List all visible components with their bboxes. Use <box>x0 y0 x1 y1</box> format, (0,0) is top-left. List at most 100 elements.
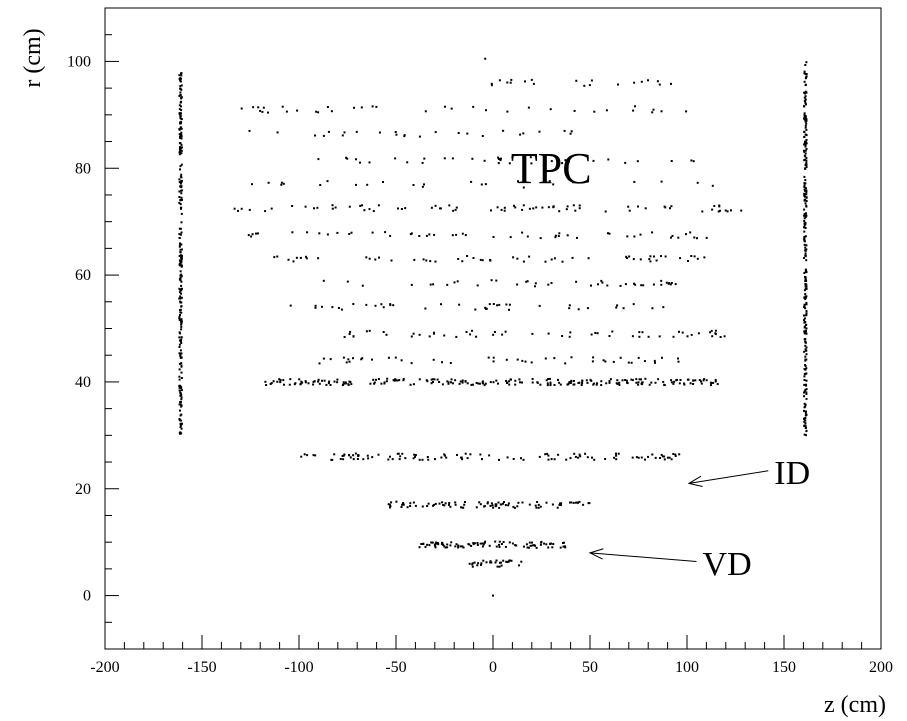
data-point <box>606 284 609 287</box>
data-point <box>633 81 636 84</box>
data-point <box>805 388 808 391</box>
data-point <box>804 182 807 185</box>
data-point <box>805 73 808 76</box>
data-point <box>179 227 182 230</box>
data-point <box>581 379 584 382</box>
data-point <box>692 379 695 382</box>
data-point <box>488 544 491 547</box>
data-point <box>803 319 805 322</box>
data-point <box>467 543 470 546</box>
data-point <box>568 335 571 338</box>
data-point <box>179 276 182 279</box>
data-point <box>582 503 585 506</box>
data-point <box>615 458 618 461</box>
data-point <box>382 306 385 309</box>
data-point <box>632 303 635 306</box>
data-point <box>556 506 559 509</box>
data-point <box>573 452 576 455</box>
data-point <box>507 504 510 507</box>
data-point <box>711 335 714 338</box>
data-point <box>577 501 579 504</box>
data-point <box>299 256 302 259</box>
data-point <box>180 322 183 325</box>
data-point <box>672 453 675 455</box>
data-point <box>580 384 583 386</box>
data-point <box>674 283 677 286</box>
data-point <box>647 79 649 82</box>
data-point <box>803 104 806 107</box>
data-point <box>804 152 807 155</box>
data-point <box>458 303 461 306</box>
data-point <box>389 455 391 458</box>
data-point <box>665 281 668 284</box>
data-point <box>805 157 808 159</box>
data-point <box>430 206 433 209</box>
data-point <box>804 355 807 358</box>
data-point <box>560 502 563 505</box>
data-point <box>368 208 371 211</box>
data-point <box>180 221 183 224</box>
data-point <box>514 383 517 386</box>
data-point <box>640 382 643 385</box>
data-point <box>633 282 635 285</box>
data-point <box>495 379 498 382</box>
data-point <box>325 383 328 386</box>
data-point <box>804 427 807 429</box>
data-point <box>387 458 390 461</box>
data-point <box>632 109 635 112</box>
data-point <box>528 541 531 544</box>
data-point <box>469 453 472 456</box>
data-point <box>804 126 807 129</box>
data-point <box>495 545 498 548</box>
data-point <box>803 131 806 133</box>
data-point <box>414 455 416 458</box>
data-point <box>654 361 656 364</box>
data-point <box>441 361 443 364</box>
data-point <box>526 235 529 238</box>
data-point <box>805 312 808 315</box>
data-point <box>180 404 183 407</box>
data-point <box>450 378 453 381</box>
data-point <box>472 105 475 108</box>
data-point <box>507 502 510 505</box>
data-point <box>677 360 680 363</box>
data-point <box>492 333 495 336</box>
data-point <box>180 342 183 344</box>
data-point <box>491 504 494 507</box>
data-point <box>671 234 674 237</box>
data-point <box>421 505 424 508</box>
data-point <box>451 157 454 160</box>
data-point <box>468 562 471 565</box>
data-point <box>418 333 421 336</box>
data-point <box>575 79 578 82</box>
data-point <box>501 333 504 336</box>
data-point <box>546 382 549 385</box>
data-point <box>179 309 181 312</box>
data-point <box>178 196 181 198</box>
data-point <box>461 232 464 235</box>
data-point <box>805 196 808 199</box>
data-point <box>354 452 357 455</box>
data-point <box>803 96 806 99</box>
data-point <box>726 210 729 213</box>
data-point <box>365 256 368 259</box>
data-point <box>390 259 393 262</box>
data-point <box>511 542 514 545</box>
data-point <box>804 340 807 343</box>
data-point <box>604 360 607 363</box>
data-point <box>805 214 808 217</box>
data-point <box>492 356 495 359</box>
data-point <box>804 414 807 417</box>
data-point <box>617 452 620 455</box>
data-point <box>568 304 571 307</box>
data-point <box>538 304 541 307</box>
data-point <box>589 378 592 381</box>
data-point <box>181 198 183 201</box>
data-point <box>803 391 805 394</box>
data-point <box>264 380 267 383</box>
data-point <box>528 207 531 210</box>
data-point <box>803 236 806 239</box>
data-point <box>357 455 360 457</box>
data-point <box>545 379 548 382</box>
data-point <box>518 564 520 567</box>
